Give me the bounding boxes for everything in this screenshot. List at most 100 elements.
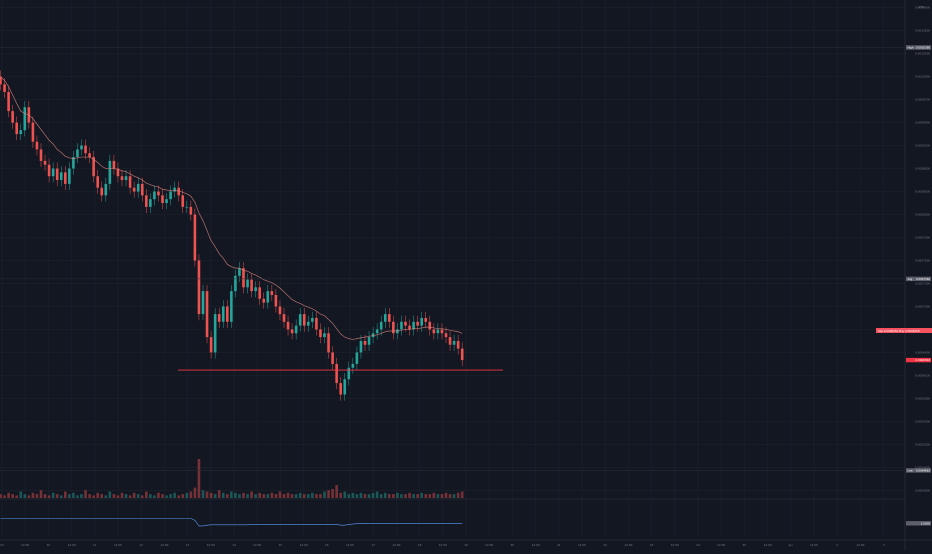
volume-bar <box>43 494 47 498</box>
candle-body <box>31 122 35 142</box>
rsi-value-box <box>906 521 931 526</box>
y-tick-label: 0.0009700 <box>915 98 930 102</box>
volume-bar <box>363 494 367 498</box>
candle-body <box>136 183 140 192</box>
x-tick-label: 12 <box>139 543 143 547</box>
volume-bar <box>120 492 124 498</box>
volume-bar <box>444 492 448 498</box>
volume-bar <box>412 494 415 498</box>
volume-bar <box>177 495 180 498</box>
volume-bar <box>201 490 205 498</box>
x-tick-label: 23 <box>650 543 654 547</box>
volume-bar <box>35 494 39 498</box>
x-tick-label: 21 <box>557 543 561 547</box>
volume-bar <box>193 487 197 498</box>
candle-body <box>197 260 201 315</box>
candle-body <box>51 168 55 177</box>
candle-body <box>193 214 197 261</box>
volume-bar <box>213 494 217 498</box>
candle-body <box>19 130 23 135</box>
candle-body <box>311 317 314 322</box>
volume-bar <box>367 494 371 498</box>
volume-bar <box>307 494 310 498</box>
candle-body <box>444 333 448 338</box>
candle-body <box>47 164 51 177</box>
x-tick-label: 12:00 <box>578 543 586 547</box>
volume-bar <box>128 495 132 498</box>
candle-body <box>128 176 132 188</box>
time-axis[interactable]: 23 12:00 10 12:00 11 12:00 12 12:00 13 12:00 14 12:… <box>0 543 884 547</box>
y-tick-label: 0.0008200 <box>915 213 930 217</box>
volume-bar <box>11 494 14 498</box>
volume-bar <box>7 492 10 498</box>
candle-body <box>234 275 237 292</box>
x-tick-label: Jun <box>788 543 794 547</box>
candle-body <box>379 321 383 330</box>
candle-body <box>400 321 403 330</box>
candle-body <box>315 317 318 330</box>
volume-bar <box>19 491 23 498</box>
volume-bar <box>452 494 456 498</box>
price-tag-box <box>906 45 931 50</box>
candle-body <box>177 187 180 196</box>
candle-body <box>140 183 144 196</box>
candle-body <box>448 337 452 345</box>
x-tick-label: 12:00 <box>68 543 76 547</box>
volume-bar <box>436 494 440 498</box>
candle-body <box>23 107 27 131</box>
ma-layer <box>0 76 463 340</box>
candle-body <box>412 321 415 330</box>
volume-bar <box>388 494 391 498</box>
candle-body <box>262 298 266 303</box>
x-tick-label: 13 <box>186 543 190 547</box>
volume-bar <box>226 494 229 498</box>
candle-body <box>242 268 245 288</box>
y-tick-label: 0.0010600 <box>915 29 930 33</box>
price-tag-label: Avg <box>908 277 913 281</box>
rsi-line <box>0 518 463 527</box>
volume-bar <box>416 494 419 498</box>
x-tick-label: 12:00 <box>532 543 540 547</box>
candle-body <box>383 314 387 322</box>
y-tick-label: 0.0008800 <box>915 167 930 171</box>
volume-bar <box>116 495 120 498</box>
volume-bar <box>124 494 128 498</box>
volume-bar <box>59 495 63 498</box>
candle-body <box>76 149 79 158</box>
x-tick-label: 12:00 <box>253 543 261 547</box>
volume-bar <box>112 494 116 498</box>
volume-bar <box>23 494 27 498</box>
volume-bar <box>92 495 95 498</box>
candle-body <box>343 379 347 395</box>
y-tick-label: 0.0006100 <box>915 373 930 377</box>
currency-label[interactable]: USD <box>918 5 925 9</box>
x-tick-label: 24 <box>696 543 700 547</box>
y-tick-label: 0.0005200 <box>915 442 930 446</box>
x-tick-label: 10 <box>47 543 51 547</box>
volume-bar <box>343 491 347 498</box>
sell-buy-label: Sell 0.0006452 Buy 0.0006458 <box>878 329 920 333</box>
candle-body <box>290 329 294 334</box>
volume-bar <box>404 494 407 498</box>
candle-body <box>92 157 95 177</box>
candle-body <box>80 145 83 150</box>
candle-body <box>286 321 290 330</box>
volume-bar <box>88 494 91 498</box>
x-tick-label: 12:00 <box>21 543 29 547</box>
candle-body <box>278 306 282 315</box>
candle-body <box>0 76 2 85</box>
candle-body <box>282 314 286 322</box>
volume-bar <box>383 492 387 498</box>
volume-bar <box>39 490 43 498</box>
candle-body <box>250 279 253 292</box>
x-tick-label: 12:00 <box>671 543 679 547</box>
x-tick-label: 14 <box>232 543 236 547</box>
candle-body <box>157 191 160 196</box>
volume-bar <box>230 491 233 498</box>
volume-bar <box>217 490 221 498</box>
price-tag-box <box>906 276 931 282</box>
candle-body <box>213 314 217 353</box>
y-tick-label: 0.0009100 <box>915 144 930 148</box>
